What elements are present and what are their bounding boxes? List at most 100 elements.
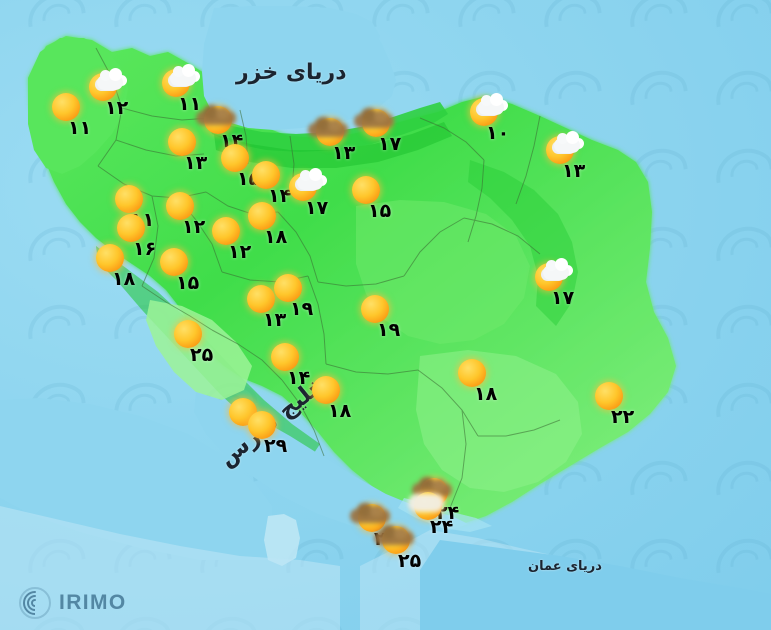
station-temperature-label: ۱۸ xyxy=(112,268,136,290)
station-temperature-label: ۱۵ xyxy=(368,200,392,222)
sun-icon xyxy=(113,210,149,246)
sun-icon xyxy=(217,140,253,176)
sun-cloud-icon xyxy=(285,168,323,205)
station-temperature-label: ۱۸ xyxy=(328,400,352,422)
sun-disc-icon xyxy=(274,274,302,302)
sun-disc-icon xyxy=(96,244,124,272)
sun-disc-icon xyxy=(595,382,623,410)
sun-icon xyxy=(270,270,306,306)
sun-icon xyxy=(162,188,198,224)
station-temperature-label: ۱۹ xyxy=(377,319,401,341)
sun-disc-icon xyxy=(252,161,280,189)
sun-icon xyxy=(48,89,84,125)
white-cloud-icon xyxy=(554,131,580,153)
sun-icon xyxy=(164,124,200,160)
sun-icon xyxy=(208,213,244,249)
sun-disc-icon xyxy=(115,185,143,213)
station-temperature-label: ۲۹ xyxy=(264,435,288,457)
station-temperature-label: ۱۳ xyxy=(184,152,208,174)
white-cloud-icon xyxy=(543,258,569,280)
station-temperature-label: ۱۷ xyxy=(305,197,329,219)
station-temperature-label: ۲۲ xyxy=(611,406,635,428)
sun-dust-icon xyxy=(354,105,394,141)
station-temperature-label: ۱۱ xyxy=(178,93,202,115)
station-temperature-label: ۱۲ xyxy=(228,241,252,263)
station-temperature-label: ۱۹ xyxy=(290,298,314,320)
sun-icon xyxy=(244,407,280,443)
irimo-logo: IRIMO xyxy=(18,586,127,620)
sun-dust-icon xyxy=(196,102,236,138)
station-temperature-label: ۲۵ xyxy=(398,550,422,572)
sun-disc-icon xyxy=(247,285,275,313)
station-temperature-label: ۱۴ xyxy=(287,367,311,389)
sun-disc-icon xyxy=(117,214,145,242)
sun-icon xyxy=(170,316,206,352)
sun-disc-icon xyxy=(248,411,276,439)
dust-cloud-icon xyxy=(350,503,390,523)
white-cloud-icon xyxy=(478,93,504,115)
sun-disc-icon xyxy=(160,248,188,276)
sun-disc-icon xyxy=(312,376,340,404)
station-temperature-label: ۱۳ xyxy=(332,142,356,164)
sun-disc-icon xyxy=(168,128,196,156)
station-temperature-label: ۱۰ xyxy=(486,122,510,144)
dust-cloud-icon xyxy=(196,105,236,125)
station-temperature-label: ۱۱ xyxy=(68,117,92,139)
sun-icon xyxy=(348,172,384,208)
station-temperature-label: ۱۸ xyxy=(264,226,288,248)
station-temperature-label: ۱۶ xyxy=(133,238,157,260)
sun-dust-icon xyxy=(308,114,348,150)
sun-disc-icon xyxy=(248,202,276,230)
station-temperature-label: ۱۷ xyxy=(378,133,402,155)
sun-haze-icon xyxy=(408,488,446,524)
station-temperature-label: ۱۲ xyxy=(105,97,129,119)
sun-disc-icon xyxy=(361,295,389,323)
station-temperature-label: ۱۸ xyxy=(474,383,498,405)
sun-icon xyxy=(308,372,344,408)
sun-icon xyxy=(267,339,303,375)
irimo-spiral-icon xyxy=(18,586,52,620)
sun-disc-icon xyxy=(174,320,202,348)
sun-cloud-icon xyxy=(542,131,580,168)
sun-dust-icon xyxy=(350,500,390,536)
sun-cloud-icon xyxy=(85,68,123,105)
sun-cloud-icon xyxy=(466,93,504,130)
sun-disc-icon xyxy=(221,144,249,172)
sun-disc-icon xyxy=(271,343,299,371)
sea-label-oman: دریای عمان xyxy=(528,559,602,574)
sun-dust-icon xyxy=(374,522,414,558)
station-temperature-label: ۲۴ xyxy=(430,516,454,538)
sun-icon xyxy=(454,355,490,391)
sun-disc-icon xyxy=(458,359,486,387)
station-temperature-label: ۱۳ xyxy=(562,160,586,182)
white-cloud-icon xyxy=(170,64,196,86)
sun-disc-icon xyxy=(52,93,80,121)
sun-icon xyxy=(111,181,147,217)
dust-cloud-icon xyxy=(354,108,394,128)
sun-icon xyxy=(248,157,284,193)
station-temperature-label: ۲۵ xyxy=(190,344,214,366)
dust-cloud-icon xyxy=(308,117,348,137)
station-temperature-label: ۱۲ xyxy=(182,216,206,238)
sun-cloud-icon xyxy=(531,258,569,295)
sun-icon xyxy=(92,240,128,276)
haze-cloud-icon xyxy=(408,494,444,512)
white-cloud-icon xyxy=(97,68,123,90)
sun-icon xyxy=(243,281,279,317)
sun-disc-icon xyxy=(352,176,380,204)
sun-icon xyxy=(591,378,627,414)
sun-icon xyxy=(244,198,280,234)
sun-disc-icon xyxy=(212,217,240,245)
station-temperature-label: ۱۳ xyxy=(263,309,287,331)
white-cloud-icon xyxy=(297,168,323,190)
irimo-wordmark: IRIMO xyxy=(59,591,127,614)
sun-icon xyxy=(357,291,393,327)
sun-icon xyxy=(156,244,192,280)
sun-cloud-icon xyxy=(158,64,196,101)
station-temperature-label: ۱۴ xyxy=(268,185,292,207)
sea-label-caspian: دریای خزر xyxy=(236,60,347,85)
station-temperature-label: ۱۷ xyxy=(551,287,575,309)
dust-cloud-icon xyxy=(374,525,414,545)
sun-disc-icon xyxy=(166,192,194,220)
